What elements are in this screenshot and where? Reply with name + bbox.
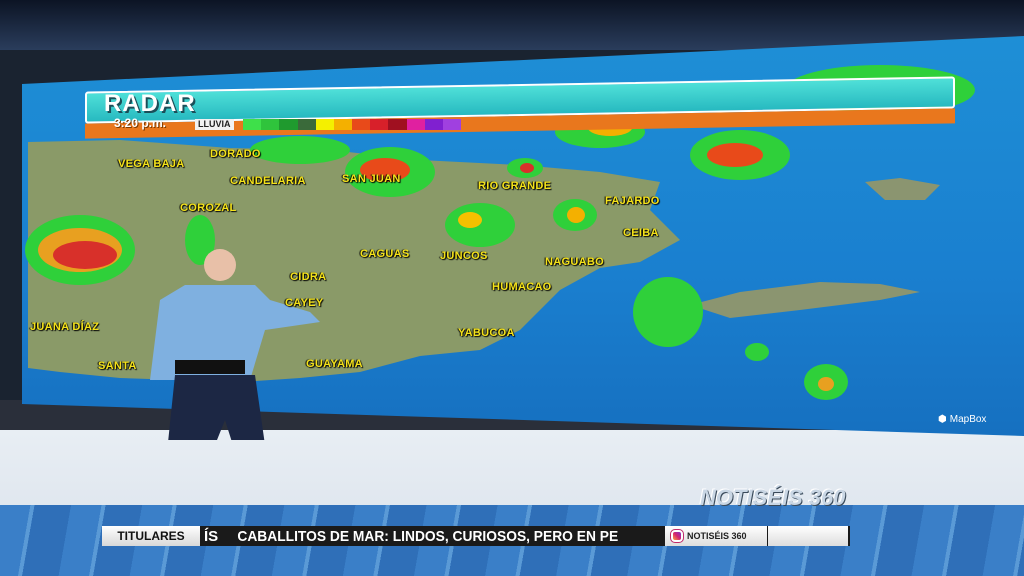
legend-label: LLUVIA	[195, 119, 234, 130]
mapbox-text: MapBox	[949, 414, 987, 425]
social-handle-box: NOTISÉIS 360	[665, 526, 767, 546]
map-label-rio-grande: RIO GRANDE	[478, 180, 552, 192]
scale-swatch	[279, 119, 298, 130]
scale-swatch	[370, 119, 389, 130]
map-label-candelaria: CANDELARIA	[230, 175, 306, 187]
map-label-cidra: CIDRA	[290, 271, 327, 283]
map-label-santa: SANTA	[98, 360, 137, 372]
map-label-san-juan: SAN JUAN	[342, 173, 401, 185]
scale-swatch	[406, 119, 425, 130]
presenter	[150, 249, 320, 440]
map-label-caguas: CAGUAS	[360, 248, 410, 260]
social-handle: NOTISÉIS 360	[687, 531, 747, 541]
scale-swatch	[261, 119, 280, 130]
mapbox-attribution: ⬢ MapBox	[938, 414, 986, 425]
map-label-corozal: COROZAL	[180, 202, 237, 214]
map-label-ceiba: CEIBA	[623, 227, 659, 239]
scale-swatch	[333, 119, 353, 130]
map-label-guayama: GUAYAMA	[306, 358, 363, 370]
instagram-icon	[670, 529, 684, 543]
map-label-humacao: HUMACAO	[492, 281, 552, 293]
map-label-vega-baja: VEGA BAJA	[118, 158, 185, 170]
map-label-dorado: DORADO	[210, 148, 261, 160]
studio-ceiling	[0, 0, 1024, 50]
ticker-prev-fragment: ÍS	[204, 527, 219, 545]
radar-time: 3:20 p.m.	[114, 116, 167, 130]
rain-intensity-scale	[243, 119, 462, 130]
map-label-cayey: CAYEY	[285, 297, 324, 309]
scale-swatch	[352, 119, 371, 130]
scale-swatch	[442, 119, 462, 130]
scale-swatch	[388, 119, 407, 130]
vieques-island	[690, 282, 920, 318]
mapbox-cube-icon: ⬢	[938, 414, 947, 425]
map-label-juana-diaz: JUANA DÍAZ	[30, 321, 100, 333]
map-label-fajardo: FAJARDO	[605, 195, 660, 207]
scale-swatch	[315, 119, 334, 130]
map-label-juncos: JUNCOS	[440, 250, 488, 262]
radar-title: RADAR	[104, 90, 196, 117]
news-ticker: TITULARES ÍS CABALLITOS DE MAR: LINDOS, …	[102, 526, 850, 546]
scale-swatch	[424, 119, 443, 130]
ticker-headline: CABALLITOS DE MAR: LINDOS, CURIOSOS, PER…	[237, 527, 619, 545]
ticker-section-label: TITULARES	[102, 526, 200, 546]
map-label-yabucoa: YABUCOA	[458, 327, 515, 339]
map-label-naguabo: NAGUABO	[545, 256, 604, 268]
radar-map	[25, 65, 975, 440]
channel-logo: NOTISÉIS 360	[700, 485, 846, 510]
culebra-island	[865, 178, 940, 200]
scale-swatch	[297, 119, 316, 130]
ticker-end-box	[768, 526, 848, 546]
scale-swatch	[243, 119, 262, 130]
